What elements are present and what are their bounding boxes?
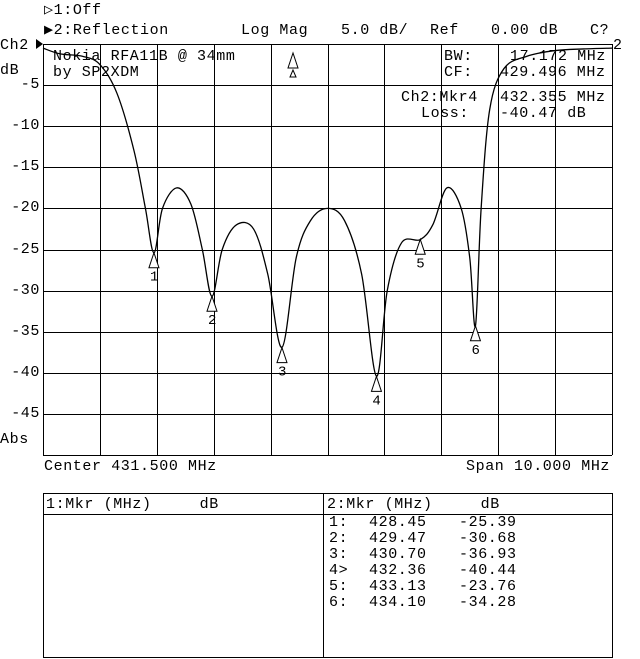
marker-row-freq: 429.47 (369, 530, 427, 547)
unit-label: dB (0, 62, 20, 79)
marker-row-db: -23.76 (459, 578, 517, 595)
title-line2: by SP2XDM (53, 64, 140, 81)
cf-label: CF: (444, 64, 473, 81)
y-tick-label: -45 (11, 404, 40, 422)
marker-6-icon[interactable] (469, 324, 482, 342)
y-tick-label: -40 (11, 363, 40, 381)
y-tick-label: -20 (11, 199, 40, 217)
marker-1-label: 1 (150, 270, 158, 286)
marker-row-db: -30.68 (459, 530, 517, 547)
bw-label: BW: (444, 48, 473, 65)
grid (43, 44, 613, 456)
format-label: Log Mag (241, 22, 309, 39)
reference-marker-small-icon (289, 68, 297, 78)
center-frequency[interactable]: Center 431.500 MHz (44, 458, 217, 475)
table-left-header: 1:Mkr (MHz) dB (46, 496, 219, 513)
marker-frequency: 432.355 MHz (500, 89, 606, 106)
channel-label: Ch2 (0, 37, 29, 54)
abs-label: Abs (0, 431, 29, 448)
markers: 1 2 3 4 5 6 (148, 237, 482, 409)
marker-row-db: -40.44 (459, 562, 517, 579)
marker-2-icon[interactable] (206, 294, 218, 312)
channel2-status[interactable]: ▶2:Reflection (44, 22, 169, 39)
marker-4-icon[interactable] (370, 374, 383, 392)
y-tick-label: -15 (11, 158, 40, 176)
bw-value: 17.172 MHz (510, 48, 607, 65)
title-line1: Nokia RFA11B @ 34mm (53, 48, 236, 65)
marker-1-icon[interactable] (148, 251, 160, 269)
ref-value: 0.00 dB (491, 22, 559, 39)
marker-row-label: 6: (329, 594, 349, 611)
table-right-header: 2:Mkr (MHz) dB (327, 496, 500, 513)
marker-3-icon[interactable] (276, 345, 288, 364)
cf-value: 429.496 MHz (500, 64, 606, 81)
trace-end-label: 2 (613, 37, 623, 54)
y-tick-label: -30 (11, 281, 40, 299)
cal-status: C? (590, 22, 610, 39)
marker-row-label: 1: (329, 514, 349, 531)
marker-row-label: 4> (329, 562, 349, 579)
marker-3-label: 3 (278, 365, 286, 381)
marker-5-icon[interactable] (414, 237, 426, 255)
loss-value: -40.47 dB (500, 105, 587, 122)
span[interactable]: Span 10.000 MHz (466, 458, 611, 475)
marker-row-freq: 428.45 (369, 514, 427, 531)
marker-4-label: 4 (372, 393, 380, 409)
trace-line (42, 47, 613, 377)
y-tick-label: -25 (11, 240, 40, 258)
marker-row-db: -25.39 (459, 514, 517, 531)
scale-label: 5.0 dB/ (341, 22, 409, 39)
marker-label: Ch2:Mkr4 (401, 89, 478, 106)
ref-label: Ref (430, 22, 459, 39)
marker-row-db: -34.28 (459, 594, 517, 611)
y-tick-label: -35 (11, 322, 40, 340)
marker-row-label: 5: (329, 578, 349, 595)
marker-row-label: 3: (329, 546, 349, 563)
marker-row-freq: 430.70 (369, 546, 427, 563)
y-tick-label: -5 (20, 76, 40, 94)
loss-label: Loss: (421, 105, 470, 122)
ref-pointer-icon (36, 39, 43, 49)
marker-row-freq: 433.13 (369, 578, 427, 595)
marker-5-label: 5 (416, 256, 424, 272)
marker-row-freq: 434.10 (369, 594, 427, 611)
marker-row-freq: 432.36 (369, 562, 427, 579)
marker-6-label: 6 (471, 343, 479, 359)
marker-row-db: -36.93 (459, 546, 517, 563)
marker-table-frame (43, 493, 613, 658)
marker-2-label: 2 (208, 313, 216, 329)
channel1-status[interactable]: ▷1:Off (44, 2, 102, 19)
marker-row-label: 2: (329, 530, 349, 547)
y-tick-label: -10 (11, 117, 40, 135)
reference-marker-icon (287, 51, 299, 69)
